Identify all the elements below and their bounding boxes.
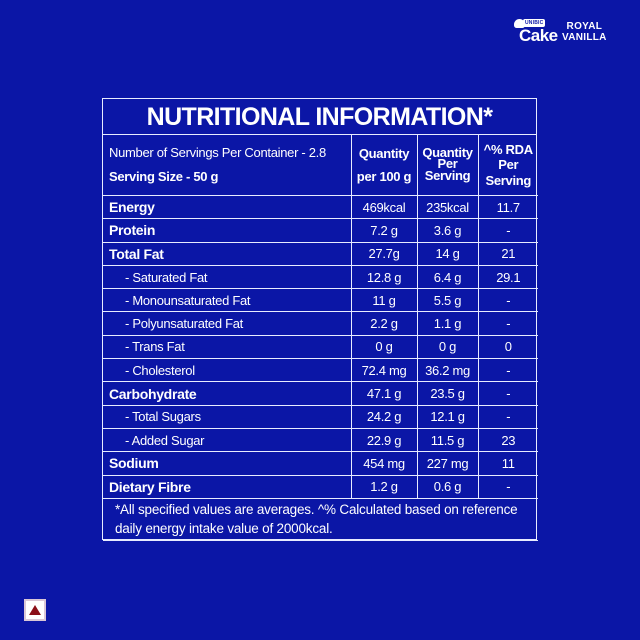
value-per-100g: 469kcal: [350, 195, 418, 220]
value-rda: 11.7: [477, 195, 538, 220]
table-row: Dietary Fibre 1.2 g 0.6 g-: [103, 474, 538, 499]
table-row: - Cholesterol 72.4 mg 36.2 mg -: [103, 358, 538, 383]
value-per-100g: 11 g: [350, 288, 418, 313]
header-text: Serving: [485, 172, 532, 188]
serving-size: Serving Size - 50 g: [109, 169, 219, 184]
value-per-serving: 1.1 g: [416, 311, 479, 336]
value-per-100g: 2.2 g: [350, 311, 418, 336]
header-text: Per: [437, 156, 458, 171]
value-per-serving: 235kcal: [416, 195, 479, 220]
chef-hat-icon: [514, 19, 525, 28]
nutrient-name: - Monounsaturated Fat: [103, 288, 352, 313]
cake-logo: UNIBIC Cake: [514, 18, 558, 46]
nutrient-name: - Cholesterol: [103, 358, 352, 383]
table-row: Total Fat 27.7g 14 g 21: [103, 241, 538, 266]
value-per-100g: 1.2 g: [350, 474, 418, 499]
value-rda: -: [477, 218, 538, 243]
serving-info-cell: Number of Servings Per Container - 2.8 S…: [103, 135, 352, 196]
value-rda: -: [477, 311, 538, 336]
nutrient-name: - Trans Fat: [103, 334, 352, 360]
nutrient-name: - Polyunsaturated Fat: [103, 311, 352, 336]
footnote-row: *All specified values are averages. ^% C…: [103, 498, 538, 541]
value-per-serving: 0.6 g: [416, 474, 479, 499]
table-row: - Total Sugars 24.2 g 12.1 g-: [103, 404, 538, 429]
value-rda: 0: [477, 334, 538, 360]
nutrient-name: Protein: [103, 218, 352, 243]
header-text: Quantity: [422, 145, 473, 160]
value-rda: -: [477, 381, 538, 406]
nutrient-name: - Saturated Fat: [103, 264, 352, 290]
value-per-serving: 3.6 g: [416, 218, 479, 243]
nutrient-name: Energy: [103, 195, 352, 220]
footnote: *All specified values are averages. ^% C…: [103, 498, 538, 541]
product-name: ROYAL VANILLA: [562, 21, 607, 43]
value-per-100g: 7.2 g: [350, 218, 418, 243]
value-per-serving: 6.4 g: [416, 264, 479, 290]
header-text: Quantity: [358, 145, 410, 161]
column-header-per-serving: Quantity Per Serving: [416, 135, 479, 196]
header-text: Per: [498, 156, 519, 172]
panel-title: NUTRITIONAL INFORMATION*: [103, 99, 536, 135]
value-per-100g: 0 g: [350, 334, 418, 360]
value-rda: -: [477, 474, 538, 499]
value-per-serving: 14 g: [416, 241, 479, 266]
value-per-serving: 5.5 g: [416, 288, 479, 313]
value-rda: 21: [477, 241, 538, 266]
table-row: Protein 7.2 g 3.6 g-: [103, 218, 538, 243]
servings-per-container: Number of Servings Per Container - 2.8: [109, 145, 326, 160]
value-per-100g: 27.7g: [350, 241, 418, 266]
nutrient-name: Sodium: [103, 451, 352, 476]
table-row: Sodium 454 mg 227 mg 11: [103, 451, 538, 476]
value-per-serving: 227 mg: [416, 451, 479, 476]
unibic-badge: UNIBIC: [523, 19, 546, 27]
value-rda: 23: [477, 427, 538, 453]
product-name-line2: VANILLA: [562, 32, 607, 43]
value-rda: -: [477, 358, 538, 383]
triangle-shape: [29, 605, 41, 615]
nutrient-name: - Total Sugars: [103, 404, 352, 429]
value-rda: 29.1: [477, 264, 538, 290]
column-header-per-100g: Quantity per 100 g: [350, 135, 418, 196]
value-per-serving: 23.5 g: [416, 381, 479, 406]
value-per-serving: 0 g: [416, 334, 479, 360]
nutrient-name: Total Fat: [103, 241, 352, 266]
nutrition-table: Number of Servings Per Container - 2.8 S…: [103, 135, 538, 541]
nutrient-name: Carbohydrate: [103, 381, 352, 406]
value-per-100g: 47.1 g: [350, 381, 418, 406]
product-name-line1: ROYAL: [566, 21, 603, 32]
value-rda: -: [477, 404, 538, 429]
value-rda: 11: [477, 451, 538, 476]
value-per-serving: 12.1 g: [416, 404, 479, 429]
brand-logo: UNIBIC Cake ROYAL VANILLA: [514, 18, 607, 46]
header-text: per 100 g: [356, 168, 412, 184]
value-per-100g: 72.4 mg: [350, 358, 418, 383]
nutrient-name: - Added Sugar: [103, 427, 352, 453]
header-text: Serving: [424, 168, 471, 183]
table-row: - Saturated Fat 12.8 g 6.4 g 29.1: [103, 264, 538, 290]
warning-triangle-icon: [24, 599, 46, 621]
value-rda: -: [477, 288, 538, 313]
nutrition-panel: NUTRITIONAL INFORMATION* Number of Servi…: [102, 98, 538, 541]
value-per-100g: 22.9 g: [350, 427, 418, 453]
value-per-100g: 12.8 g: [350, 264, 418, 290]
table-row: - Polyunsaturated Fat 2.2 g 1.1 g-: [103, 311, 538, 336]
nutrient-name: Dietary Fibre: [103, 474, 352, 499]
table-row: - Added Sugar 22.9 g 11.5 g 23: [103, 427, 538, 453]
value-per-100g: 24.2 g: [350, 404, 418, 429]
value-per-serving: 36.2 mg: [416, 358, 479, 383]
column-header-rda: ^% RDA Per Serving: [477, 135, 538, 196]
table-row: Carbohydrate 47.1 g 23.5 g-: [103, 381, 538, 406]
table-header-row: Number of Servings Per Container - 2.8 S…: [103, 135, 538, 196]
table-row: Energy 469kcal 235kcal 11.7: [103, 195, 538, 220]
value-per-serving: 11.5 g: [416, 427, 479, 453]
cake-wordmark: Cake: [519, 26, 558, 45]
table-row: - Monounsaturated Fat 11 g 5.5 g-: [103, 288, 538, 313]
header-text: ^% RDA: [483, 141, 533, 157]
value-per-100g: 454 mg: [350, 451, 418, 476]
